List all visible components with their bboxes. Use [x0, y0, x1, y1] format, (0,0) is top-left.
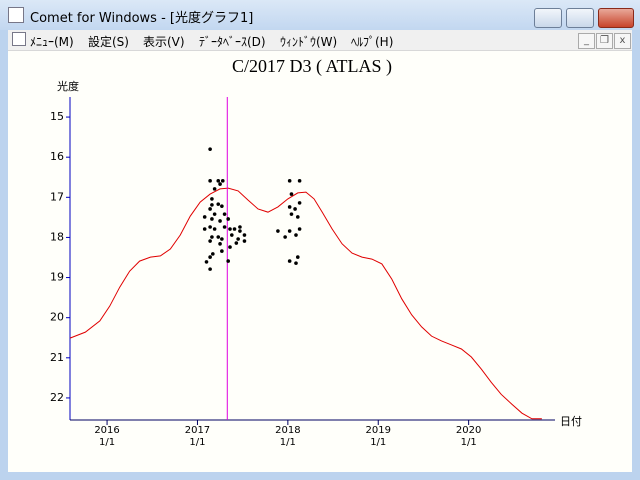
observation	[230, 233, 234, 237]
observation	[276, 229, 280, 233]
observation	[297, 227, 302, 231]
x-tick-label: 2018 1/1	[275, 425, 301, 448]
observation	[238, 225, 242, 229]
y-tick-label: 17	[50, 190, 64, 203]
observation	[212, 227, 217, 231]
y-tick-label: 18	[50, 230, 64, 243]
chart-title: C/2017 D3 ( ATLAS )	[232, 56, 392, 77]
observation	[212, 212, 217, 216]
observation	[238, 229, 242, 233]
x-tick-label: 2017 1/1	[184, 425, 211, 448]
observation	[295, 215, 300, 219]
menu-item[interactable]: 表示(V)	[143, 35, 185, 49]
observation	[297, 201, 302, 205]
y-tick-label: 20	[50, 311, 64, 324]
y-axis-label: 光度	[57, 79, 79, 93]
observation	[202, 227, 207, 231]
observation	[242, 239, 247, 243]
observation	[287, 205, 292, 209]
observation	[294, 233, 298, 237]
y-tick-label: 19	[50, 271, 64, 284]
title-bar: Comet for Windows - [光度グラフ1]	[0, 0, 640, 30]
y-tick-label: 15	[50, 110, 64, 123]
observation	[218, 182, 222, 186]
observation	[202, 215, 207, 219]
client-area	[8, 51, 632, 472]
observation	[220, 179, 225, 183]
observation	[208, 225, 212, 229]
doc-restore[interactable]: ❐	[596, 33, 613, 49]
light-curve	[69, 187, 542, 420]
observation	[218, 219, 222, 223]
observation	[226, 217, 230, 221]
y-tick-label: 22	[50, 391, 64, 404]
observation	[216, 179, 221, 183]
observation	[287, 179, 292, 183]
menu-item[interactable]: ｳｨﾝﾄﾞｳ(W)	[280, 35, 338, 49]
observation	[242, 233, 247, 237]
y-tick-label: 16	[50, 150, 64, 163]
observation	[218, 242, 222, 246]
observation	[222, 212, 227, 216]
observation	[208, 147, 212, 151]
observation	[208, 255, 212, 259]
observation	[220, 237, 224, 241]
app-icon	[8, 7, 24, 23]
x-axis-label: 日付	[560, 415, 582, 428]
doc-icon	[12, 32, 26, 46]
observation	[289, 212, 294, 216]
observation	[210, 203, 214, 207]
observation	[236, 237, 240, 241]
doc-close[interactable]: x	[614, 33, 631, 49]
observation	[208, 239, 212, 243]
menu-item[interactable]: 設定(S)	[88, 35, 129, 49]
close-button[interactable]	[598, 8, 634, 28]
menu-item[interactable]: ﾃﾞｰﾀﾍﾞｰｽ(D)	[199, 35, 266, 49]
observation	[222, 225, 227, 229]
observation	[297, 179, 302, 183]
observation	[208, 179, 212, 183]
observation	[216, 202, 221, 206]
observation	[208, 207, 212, 211]
observation	[293, 207, 297, 211]
observation	[289, 192, 294, 196]
observation	[220, 249, 224, 253]
observation	[287, 229, 292, 233]
observation	[210, 217, 214, 221]
observation	[208, 267, 212, 271]
observation	[294, 261, 298, 265]
y-tick-label: 21	[50, 351, 64, 364]
observation	[210, 197, 214, 201]
observation	[216, 235, 221, 239]
observation	[232, 227, 237, 231]
observation	[210, 235, 214, 239]
observation	[220, 204, 224, 208]
doc-minimize[interactable]: _	[578, 33, 595, 49]
observation	[211, 252, 215, 256]
observation	[226, 259, 230, 263]
window-title: Comet for Windows - [光度グラフ1]	[30, 11, 254, 26]
x-tick-label: 2019 1/1	[365, 425, 391, 448]
observation	[295, 255, 300, 259]
observation	[287, 259, 292, 263]
menu-item[interactable]: ﾍﾙﾌﾟ(H)	[351, 35, 394, 49]
observation	[212, 187, 217, 191]
menu-bar: _ ❐ x ﾒﾆｭｰ(M) 設定(S) 表示(V) ﾃﾞｰﾀﾍﾞｰｽ(D) ｳｨﾝﾄﾞｳ…	[8, 30, 632, 51]
observation	[228, 245, 232, 249]
x-tick-label: 2020 1/1	[455, 425, 482, 448]
observation	[228, 227, 232, 231]
minimize-button[interactable]	[534, 8, 562, 28]
observation	[204, 260, 209, 264]
x-tick-label: 2016 1/1	[94, 425, 120, 448]
observation	[283, 235, 287, 239]
maximize-button[interactable]	[566, 8, 594, 28]
menu-item[interactable]: ﾒﾆｭｰ(M)	[30, 35, 74, 49]
observation	[234, 241, 239, 245]
